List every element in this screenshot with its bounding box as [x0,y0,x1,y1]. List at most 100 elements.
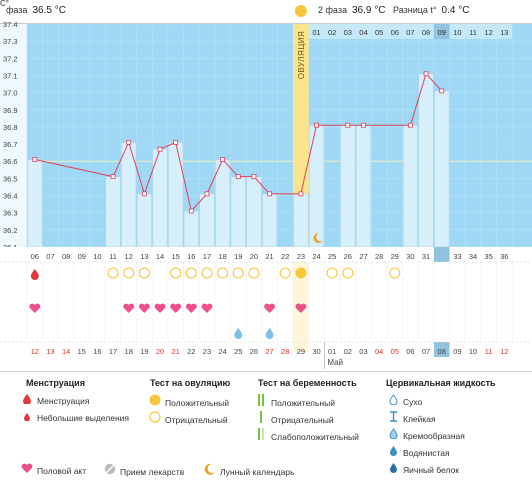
cycle-day-label: 19 [234,252,242,261]
temp-bar [355,124,372,248]
temp-diff-value: 0.4 °C [441,5,470,16]
y-axis-panel [0,24,27,247]
temp-bar [215,159,231,248]
blood-drop-icon [30,269,39,280]
temperature-point [188,208,194,214]
y-tick-label: 36.9 [3,106,18,115]
date-label: 11 [485,347,493,356]
single-bar-icon [254,411,268,425]
ovulation-test-negative-icon [138,267,150,279]
filled-drop-icon [386,445,400,458]
top-day-label: 07 [406,28,414,37]
date-label: 24 [218,347,226,356]
legend-pregnancy-test-title: Тест на беременность [258,378,357,388]
date-label: 13 [46,347,54,356]
ovulation-test-negative-icon [326,267,338,279]
date-label: 26 [250,347,258,356]
temperature-point [173,139,179,145]
phase1-label: фаза [6,5,28,15]
heart-icon [295,303,307,313]
top-day-label: 11 [469,28,477,37]
legend-intercourse-label: Половой акт [37,466,87,476]
temperature-point [314,122,319,128]
y-tick-label: 37.3 [3,37,18,46]
legend-pregnancy-negative: Отрицательный [254,411,334,425]
top-day-label: 08 [422,28,430,37]
top-day-label: 03 [344,28,352,37]
temperature-point [298,191,304,197]
temperature-point [235,174,241,180]
y-tick-label: 36.7 [3,140,18,149]
cycle-day-label: 14 [156,252,164,261]
cycle-day-label: 31 [422,252,430,261]
top-day-label: 01 [312,28,320,37]
ovulation-test-negative-icon [201,267,213,279]
ovulation-test-negative-icon [170,267,182,279]
temperature-point [251,174,257,180]
temperature-point [110,174,116,180]
ovulation-test-negative-icon [217,267,229,279]
ovulation-sun-icon [294,5,307,17]
cycle-day-label: 27 [359,252,367,261]
dark-drop-icon [386,462,400,475]
y-tick-label: 36.3 [3,209,18,218]
legend-menstruation-label: Менструация [37,396,90,406]
pill-icon [103,463,117,477]
cervical-creamy-icon [265,328,274,339]
phase2-temp: 36.9 °C [351,5,386,16]
top-day-cell [465,24,481,39]
heart-icon [138,303,150,313]
legend-lunar-label: Лунный календарь [220,467,295,477]
date-label: 03 [359,347,367,356]
top-day-cell [449,24,466,39]
y-tick-label: 36.2 [3,226,18,235]
double-bar-green-icon [254,394,268,408]
date-label: 17 [109,347,117,356]
temp-diff-label: Разница t° [393,5,437,15]
temp-bar [246,176,262,248]
ovulation-band [293,24,309,247]
cycle-day-label: 18 [218,252,226,261]
legend-ovulation-positive-label: Положительный [165,398,229,408]
date-label: 22 [187,347,195,356]
crescent-moon-icon [313,233,323,244]
cycle-day-label: 36 [500,252,508,261]
date-label: 07 [422,347,430,356]
temperature-point [423,71,429,77]
date-label: 06 [406,347,414,356]
temp-bar [340,124,356,248]
top-day-cell [371,24,387,39]
temperature-point [345,122,351,128]
date-label: 21 [172,347,180,356]
ovulation-test-negative-icon [342,267,354,279]
top-day-cell [480,24,497,39]
outline-drop-icon [386,394,400,407]
date-label: 16 [93,347,101,356]
heart-icon [154,303,166,313]
date-label: 29 [297,347,305,356]
temperature-point [32,157,38,162]
i-beam-icon [386,411,400,424]
top-day-cell [386,24,403,39]
temp-bar [27,159,43,248]
temp-bar [183,210,199,248]
date-label: 30 [312,347,320,356]
cycle-day-label: 35 [485,252,493,261]
cycle-day-label: 10 [93,252,101,261]
top-day-cell [324,24,340,39]
cycle-day-label: 25 [328,252,336,261]
header-bar [0,0,532,24]
cervical-creamy-icon [234,328,243,339]
legend-cervical-creamy: Кремообразная [386,428,465,441]
y-tick-label: 36.5 [3,174,18,183]
date-label: 08 [438,347,446,356]
legend: Менструация Менструация Небольшие выделе… [0,372,532,485]
top-day-cell [418,24,434,39]
legend-ovulation-negative: Отрицательный [148,411,228,425]
ovulation-test-negative-icon [248,267,260,279]
temperature-point [141,191,147,197]
filled-circle-icon [148,394,162,408]
top-day-label: 02 [328,28,336,37]
cycle-day-label: 26 [344,252,352,261]
y-tick-label: 37.1 [3,71,18,80]
